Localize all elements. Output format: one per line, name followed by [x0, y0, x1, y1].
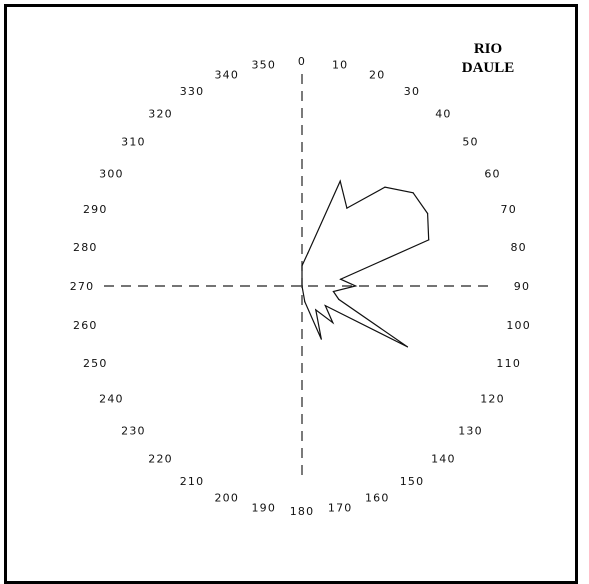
- series-point: [324, 304, 326, 307]
- angle-label: 260: [73, 319, 98, 332]
- angle-label: 20: [369, 69, 385, 82]
- angle-label: 130: [458, 425, 483, 438]
- series-point: [301, 285, 303, 287]
- angle-label: 60: [484, 168, 500, 181]
- angle-label: 200: [214, 491, 239, 504]
- angle-label: 100: [506, 319, 531, 332]
- angle-label: 210: [180, 475, 205, 488]
- angle-label: 120: [480, 393, 505, 406]
- angle-label: 50: [462, 135, 478, 148]
- angle-label: 180: [290, 505, 315, 518]
- series-point: [339, 180, 341, 182]
- series-point: [332, 290, 335, 293]
- angle-label: 270: [70, 280, 95, 293]
- angle-label: 190: [251, 502, 276, 515]
- angle-label: 110: [496, 357, 521, 370]
- series-point: [412, 192, 414, 194]
- angle-label: 330: [180, 85, 205, 98]
- chart-title: RIO DAULE: [440, 40, 536, 78]
- series-point: [301, 265, 303, 267]
- angle-label: 220: [148, 452, 173, 465]
- angle-label: 30: [404, 85, 420, 98]
- angle-label: 0: [298, 55, 306, 68]
- angle-label: 80: [510, 241, 526, 254]
- angle-label: 280: [73, 241, 98, 254]
- angle-label: 320: [148, 108, 173, 121]
- angle-label: 230: [121, 425, 146, 438]
- angle-label: 10: [332, 58, 348, 71]
- chart-frame: [4, 4, 578, 584]
- angle-label: 300: [99, 168, 124, 181]
- chart-title-line-1: RIO: [473, 41, 503, 57]
- angle-label: 160: [365, 491, 390, 504]
- series-polygon: [301, 179, 430, 348]
- series-point: [307, 252, 309, 254]
- series-point: [384, 186, 386, 188]
- angle-label: 290: [83, 203, 108, 216]
- series-point: [339, 278, 342, 280]
- angle-label: 350: [251, 58, 276, 71]
- angle-label: 170: [328, 502, 353, 515]
- series-point: [338, 298, 340, 300]
- angle-label: 90: [514, 280, 530, 293]
- series-point: [315, 309, 317, 311]
- series-point: [406, 346, 409, 348]
- series-point: [426, 212, 429, 215]
- series-point: [428, 239, 430, 241]
- angle-label: 140: [431, 452, 456, 465]
- series-point: [346, 207, 348, 209]
- series-point: [355, 285, 357, 287]
- angle-label: 250: [83, 357, 108, 370]
- series-point: [320, 338, 322, 340]
- angle-label: 310: [121, 135, 146, 148]
- series-point: [332, 322, 334, 324]
- angle-label: 40: [435, 108, 451, 121]
- chart-title-line-2: DAULE: [461, 60, 515, 76]
- angle-label: 70: [501, 203, 517, 216]
- angle-label: 240: [99, 393, 124, 406]
- angle-label: 340: [214, 69, 239, 82]
- series-point: [304, 301, 306, 303]
- angle-label: 150: [400, 475, 425, 488]
